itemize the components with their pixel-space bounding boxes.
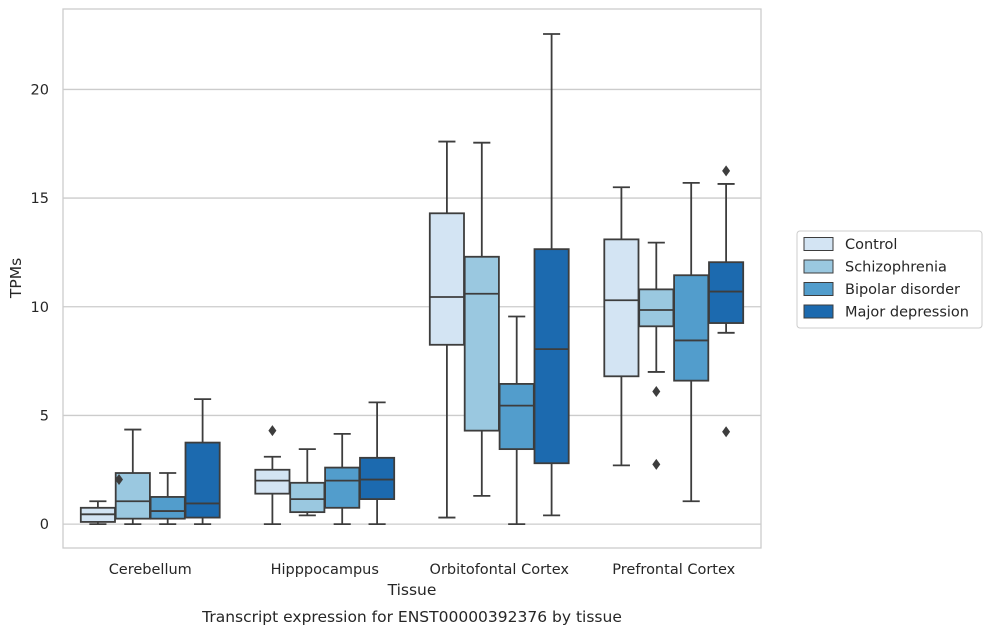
legend-item: Major depression — [803, 304, 969, 321]
box-2-2 — [498, 315, 535, 525]
x-axis-label: Tissue — [387, 581, 437, 599]
box-3-3 — [708, 165, 745, 438]
box-0-1 — [254, 425, 291, 525]
x-tick-label: Cerebellum — [109, 562, 192, 578]
outlier-point — [652, 386, 661, 398]
outlier-point — [115, 474, 124, 486]
box-3-2 — [533, 33, 570, 517]
box-iqr — [708, 261, 745, 324]
y-tick-label: 0 — [40, 517, 49, 533]
y-tick-label: 20 — [31, 82, 49, 98]
box-0-2 — [428, 140, 465, 519]
y-axis-ticks: 0 5 10 15 20 — [31, 82, 49, 533]
box-iqr — [638, 288, 675, 328]
box-iqr — [673, 274, 710, 382]
box-iqr — [463, 255, 500, 432]
legend-label: Control — [845, 237, 897, 253]
legend-label: Major depression — [845, 305, 969, 321]
outlier-point — [268, 425, 277, 437]
box-iqr — [533, 248, 570, 465]
legend-swatch — [803, 237, 834, 251]
legend-label: Schizophrenia — [845, 260, 947, 276]
box-3-0 — [184, 398, 221, 525]
chart-caption: Transcript expression for ENST0000039237… — [201, 608, 622, 626]
plot-area-frame — [62, 8, 762, 549]
legend: Control Schizophrenia Bipolar disorder Majo… — [796, 230, 983, 329]
y-axis-label: TPMs — [7, 258, 25, 299]
legend-frame — [796, 230, 983, 329]
legend-item: Control — [803, 237, 897, 253]
outlier-point — [652, 458, 661, 470]
y-tick-label: 5 — [40, 408, 49, 424]
x-tick-label: Hipppocampus — [271, 562, 379, 578]
gridlines — [63, 88, 761, 525]
box-2-0 — [149, 472, 186, 525]
box-2-3 — [673, 181, 710, 503]
box-layer — [79, 33, 745, 525]
legend-swatch — [803, 259, 834, 274]
x-tick-label: Orbitofontal Cortex — [430, 562, 570, 578]
box-3-1 — [359, 401, 396, 525]
box-1-2 — [463, 141, 500, 497]
outlier-point — [722, 426, 731, 438]
box-iqr — [498, 383, 535, 451]
box-0-3 — [603, 186, 640, 467]
legend-label: Bipolar disorder — [845, 282, 960, 298]
box-iqr — [603, 238, 640, 378]
box-1-3 — [638, 241, 675, 470]
box-iqr — [184, 441, 221, 519]
box-iqr — [289, 481, 326, 514]
box-1-1 — [289, 448, 326, 517]
legend-swatch — [803, 304, 834, 319]
x-axis-ticks: Cerebellum Hipppocampus Orbitofontal Corte… — [109, 562, 736, 578]
legend-items: Control Schizophrenia Bipolar disorder Majo… — [803, 237, 969, 321]
y-tick-label: 10 — [31, 300, 49, 316]
box-2-1 — [324, 432, 361, 525]
x-tick-label: Prefrontal Cortex — [612, 562, 735, 578]
box-iqr — [359, 456, 396, 500]
box-0-0 — [79, 500, 116, 525]
box-iqr — [428, 212, 465, 346]
legend-item: Schizophrenia — [803, 259, 947, 276]
y-tick-label: 15 — [31, 191, 49, 207]
legend-swatch — [803, 282, 834, 296]
legend-item: Bipolar disorder — [803, 282, 960, 298]
box-iqr — [149, 496, 186, 520]
box-iqr — [254, 468, 291, 495]
box-iqr — [324, 466, 361, 509]
outlier-point — [722, 165, 731, 177]
